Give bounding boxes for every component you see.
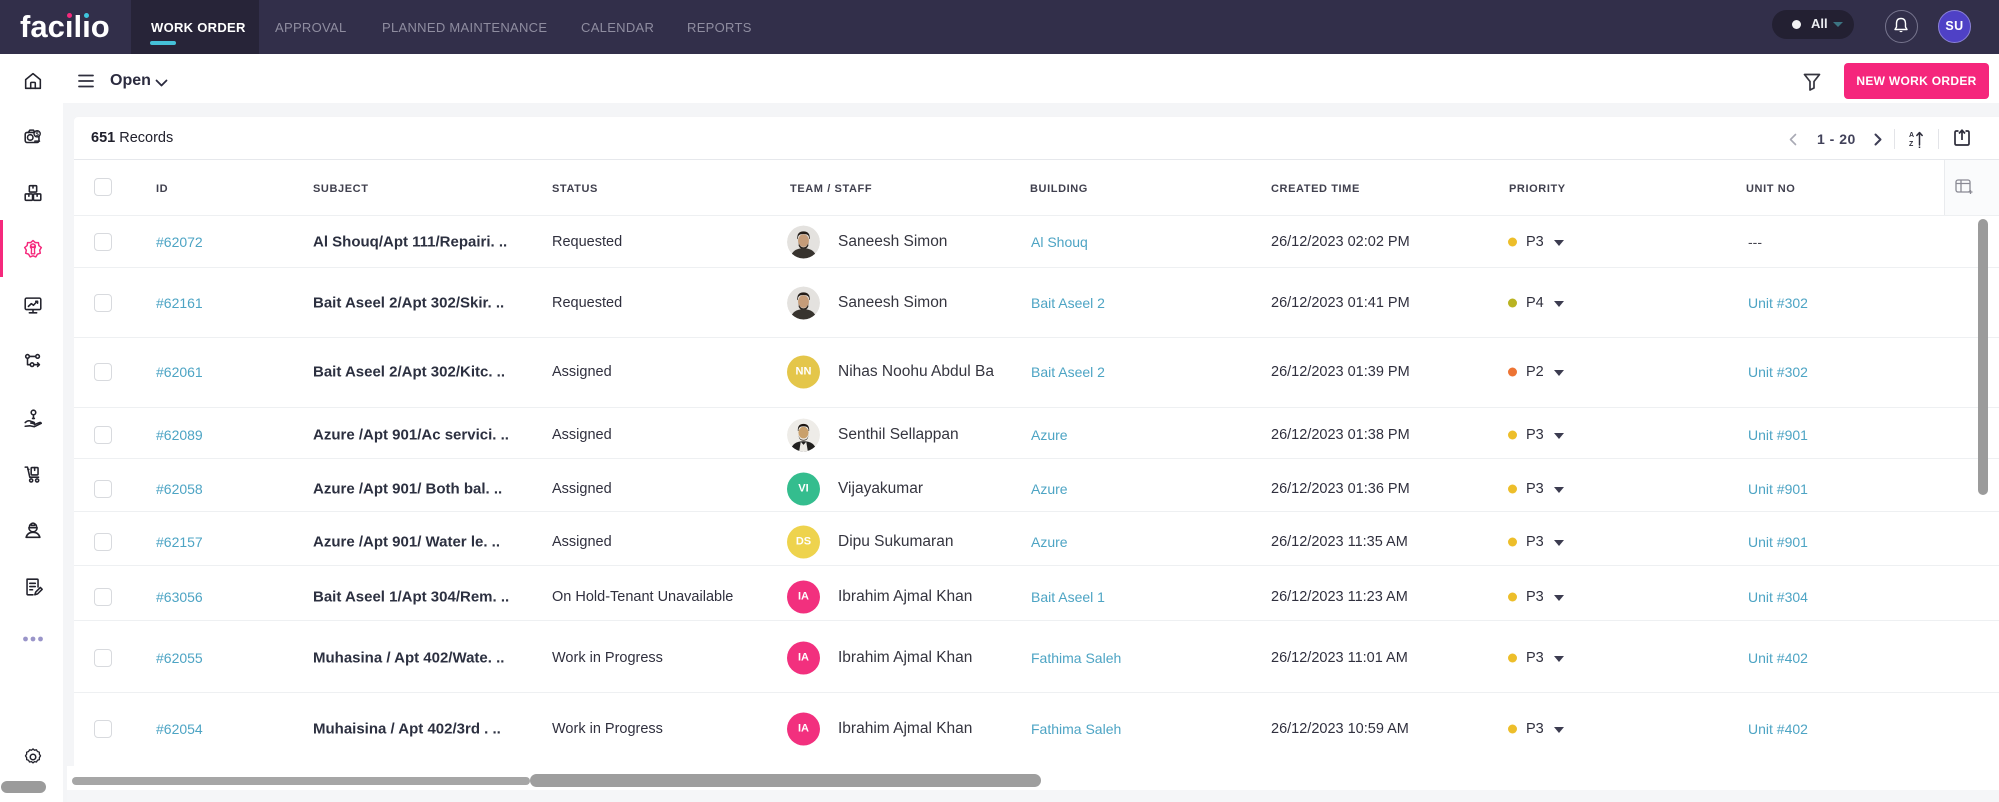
svg-text:Z: Z <box>1909 141 1914 148</box>
svg-text:A: A <box>1909 132 1914 139</box>
svg-text:$: $ <box>35 132 39 138</box>
